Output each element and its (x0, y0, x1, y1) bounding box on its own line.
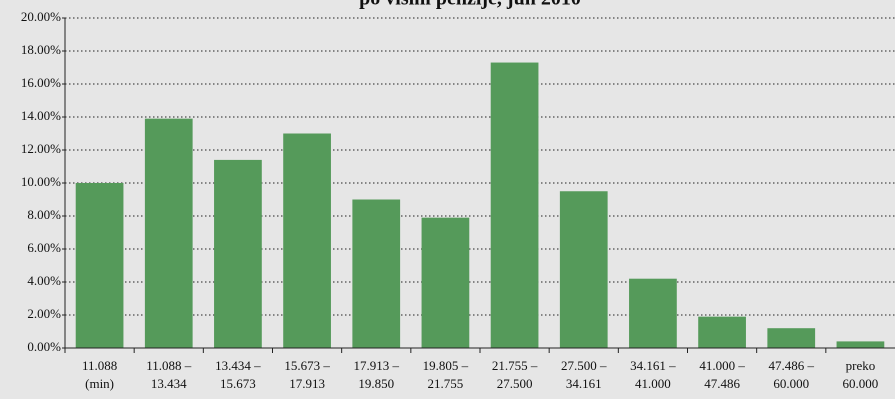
y-tick-label: 10.00% (21, 174, 61, 189)
y-tick-label: 18.00% (21, 42, 61, 57)
x-tick-label: (min) (85, 376, 114, 391)
x-tick-label: 60.000 (773, 376, 809, 391)
x-tick-label: 21.755 (428, 376, 464, 391)
x-tick-label: 60.000 (843, 376, 879, 391)
y-tick-label: 0.00% (27, 339, 61, 354)
x-tick-label: 41.000 (635, 376, 671, 391)
x-tick-label: 15.673 (220, 376, 256, 391)
x-tick-label: 21.755 – (492, 358, 538, 373)
bar (214, 159, 262, 348)
bar (75, 183, 124, 348)
y-tick-label: 20.00% (21, 9, 61, 24)
x-tick-label: 13.434 (151, 376, 187, 391)
y-tick-label: 14.00% (21, 108, 61, 123)
x-tick-label: 17.913 – (354, 358, 400, 373)
x-tick-label: 34.161 (566, 376, 602, 391)
bar (836, 341, 885, 348)
x-tick-label: 47.486 (704, 376, 740, 391)
bar (559, 191, 608, 348)
bar (421, 217, 470, 348)
chart-title: po visini penzije, jun 2010 (359, 0, 581, 10)
y-tick-label: 2.00% (27, 306, 61, 321)
x-tick-label: preko (846, 358, 876, 373)
x-tick-label: 19.805 – (423, 358, 469, 373)
bar (698, 316, 746, 348)
bar (490, 62, 539, 349)
x-tick-label: 11.088 (82, 358, 117, 373)
x-tick-label: 17.913 (289, 376, 325, 391)
y-tick-label: 6.00% (27, 240, 61, 255)
x-tick-label: 19.850 (358, 376, 394, 391)
x-tick-label: 11.088 – (146, 358, 192, 373)
x-tick-label: 27.500 (497, 376, 533, 391)
y-tick-label: 16.00% (21, 75, 61, 90)
x-tick-label: 27.500 – (561, 358, 607, 373)
bar (767, 328, 816, 348)
bar (283, 133, 331, 348)
x-tick-label: 47.486 – (769, 358, 815, 373)
bar (629, 278, 677, 348)
y-tick-label: 4.00% (27, 273, 61, 288)
x-tick-label: 34.161 – (630, 358, 676, 373)
x-tick-label: 13.434 – (215, 358, 261, 373)
y-tick-label: 12.00% (21, 141, 61, 156)
x-tick-label: 15.673 – (284, 358, 330, 373)
bar (144, 118, 193, 349)
bar (352, 199, 401, 348)
y-tick-label: 8.00% (27, 207, 61, 222)
x-tick-label: 41.000 – (699, 358, 745, 373)
